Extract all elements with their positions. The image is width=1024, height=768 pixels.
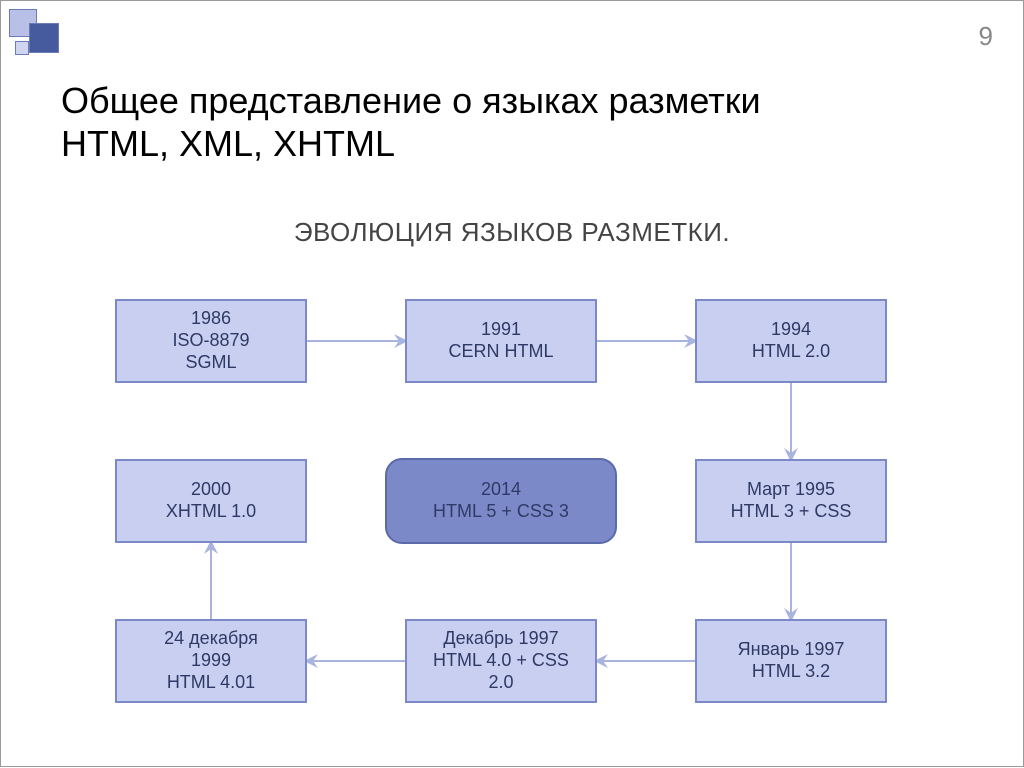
- node-label: HTML 5 + CSS 3: [433, 501, 569, 521]
- node-label: 1999: [191, 650, 231, 670]
- node-html40: Декабрь 1997HTML 4.0 + CSS2.0: [406, 620, 596, 702]
- node-label: XHTML 1.0: [166, 501, 256, 521]
- node-label: 1994: [771, 319, 811, 339]
- node-html32: Январь 1997HTML 3.2: [696, 620, 886, 702]
- node-xhtml: 2000XHTML 1.0: [116, 460, 306, 542]
- node-label: HTML 2.0: [752, 341, 830, 361]
- node-label: CERN HTML: [448, 341, 553, 361]
- node-html2: 1994HTML 2.0: [696, 300, 886, 382]
- node-label: Декабрь 1997: [443, 628, 558, 648]
- flowchart-diagram: 1986ISO-8879SGML 1991CERN HTML 1994HTML 2.…: [1, 1, 1024, 768]
- node-label: 1986: [191, 308, 231, 328]
- node-html3: Март 1995HTML 3 + CSS: [696, 460, 886, 542]
- node-center: 2014HTML 5 + CSS 3: [386, 459, 616, 543]
- node-label: SGML: [185, 352, 236, 372]
- node-label: 1991: [481, 319, 521, 339]
- node-label: 2014: [481, 479, 521, 499]
- node-label: 24 декабря: [164, 628, 258, 648]
- node-label: 2000: [191, 479, 231, 499]
- node-sgml: 1986ISO-8879SGML: [116, 300, 306, 382]
- node-label: ISO-8879: [172, 330, 249, 350]
- node-label: HTML 3.2: [752, 661, 830, 681]
- node-html401: 24 декабря1999HTML 4.01: [116, 620, 306, 702]
- node-label: Январь 1997: [738, 639, 845, 659]
- node-label: HTML 3 + CSS: [731, 501, 852, 521]
- node-label: HTML 4.01: [167, 672, 255, 692]
- node-cern: 1991CERN HTML: [406, 300, 596, 382]
- node-label: HTML 4.0 + CSS: [433, 650, 569, 670]
- node-label: Март 1995: [747, 479, 835, 499]
- node-label: 2.0: [488, 672, 513, 692]
